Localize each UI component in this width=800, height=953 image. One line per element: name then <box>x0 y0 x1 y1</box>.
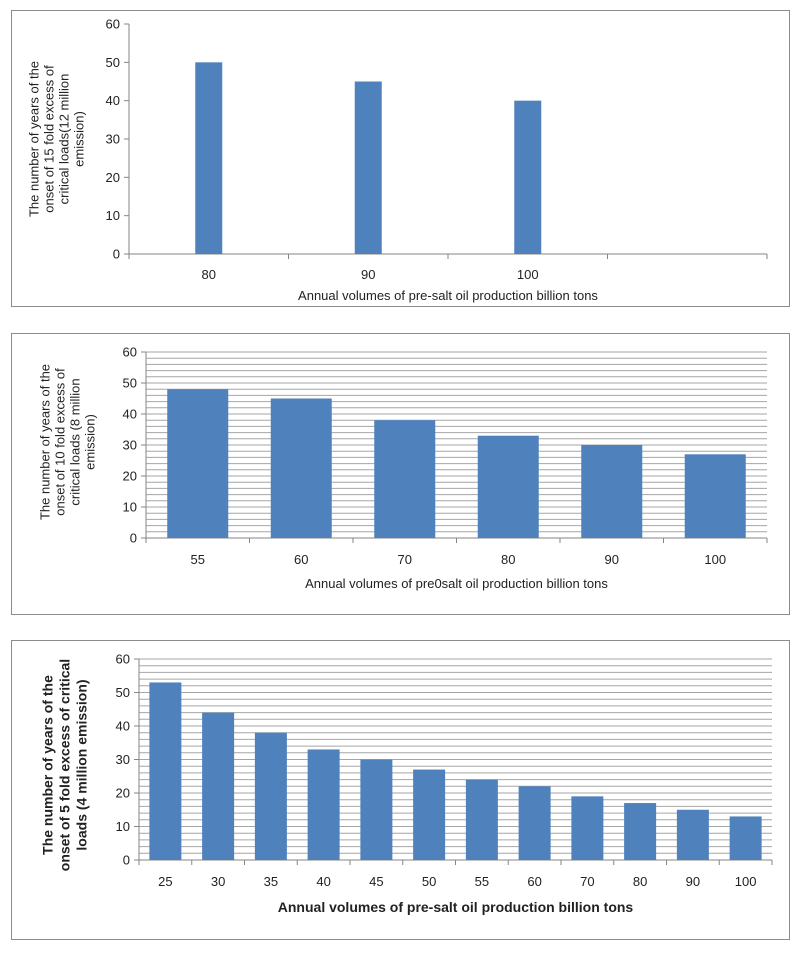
bar <box>254 732 287 860</box>
bar <box>514 100 542 255</box>
x-tick-label: 90 <box>361 267 375 282</box>
y-tick-label: 60 <box>116 652 130 667</box>
x-tick-label: 45 <box>369 874 383 889</box>
y-tick-label: 50 <box>123 376 137 391</box>
bar <box>307 749 340 860</box>
bar <box>571 796 604 860</box>
y-tick-label: 30 <box>106 132 120 147</box>
y-tick-label: 50 <box>116 685 130 700</box>
y-tick-label: 30 <box>123 438 137 453</box>
y-tick-label: 20 <box>106 170 120 185</box>
bar <box>195 62 223 255</box>
y-axis-title-line: onset of 5 fold excess of critical <box>56 659 72 871</box>
x-tick-label: 55 <box>191 552 205 567</box>
x-tick-label: 25 <box>158 874 172 889</box>
y-tick-label: 60 <box>106 17 120 32</box>
x-tick-label: 60 <box>527 874 541 889</box>
y-tick-label: 0 <box>123 853 130 868</box>
chart-panel-2: 0 10 20 30 40 50 60 55 60 70 80 90 100 Annual volumes… <box>11 333 790 615</box>
x-tick-label: 40 <box>316 874 330 889</box>
y-tick-label: 60 <box>123 345 137 360</box>
x-axis-title: Annual volumes of pre-salt oil productio… <box>278 899 634 915</box>
y-axis-title: The number of years of the onset of 5 fol… <box>39 659 89 871</box>
x-tick-label: 90 <box>686 874 700 889</box>
x-tick-label: 80 <box>633 874 647 889</box>
y-axis-title-line: The number of years of the <box>27 61 42 217</box>
x-tick-label: 55 <box>475 874 489 889</box>
x-tick-label: 30 <box>211 874 225 889</box>
bar-chart-10-fold: 0 10 20 30 40 50 60 55 60 70 80 90 100 Annual volumes… <box>38 345 768 591</box>
x-axis-title: Annual volumes of pre0salt oil productio… <box>305 576 608 591</box>
y-axis-title-line: emission) <box>83 414 98 470</box>
x-tick-label: 35 <box>264 874 278 889</box>
x-tick-label: 60 <box>294 552 308 567</box>
x-tick-label: 70 <box>580 874 594 889</box>
x-tick-label: 50 <box>422 874 436 889</box>
bar <box>167 389 229 538</box>
bar <box>202 712 235 860</box>
bar <box>729 816 762 860</box>
bar <box>149 682 182 860</box>
y-axis-title-line: critical loads(12 million <box>57 74 72 205</box>
y-axis-title-line: onset of 10 fold excess of <box>53 368 68 516</box>
y-tick-label: 50 <box>106 55 120 70</box>
x-tick-label: 100 <box>704 552 726 567</box>
y-tick-label: 10 <box>106 208 120 223</box>
bar <box>624 803 657 860</box>
y-tick-label: 20 <box>123 469 137 484</box>
x-tick-label: 80 <box>501 552 515 567</box>
bar <box>354 81 382 254</box>
x-axis-title: Annual volumes of pre-salt oil productio… <box>298 288 598 303</box>
y-axis-title: The number of years of the onset of 10 fo… <box>38 364 98 520</box>
y-axis-title-line: critical loads (8 million <box>68 378 83 505</box>
chart-panel-1: 0 10 20 30 40 50 60 80 90 100 Annual volumes of pr… <box>11 10 790 307</box>
y-axis-title-line: The number of years of the <box>39 675 55 855</box>
bar-chart-5-fold: 0 10 20 30 40 50 60 25 30 35 40 45 50 55 60 70 80 90 100 An… <box>39 652 773 915</box>
y-axis-title-line: onset of 15 fold excess of <box>42 65 57 213</box>
y-tick-label: 40 <box>106 93 120 108</box>
bar <box>374 420 436 538</box>
y-axis-title-line: The number of years of the <box>38 364 53 520</box>
bar <box>676 809 709 860</box>
x-tick-label: 90 <box>605 552 619 567</box>
y-axis-title-line: loads (4 million emission) <box>73 679 89 850</box>
x-tick-label: 80 <box>202 267 216 282</box>
y-axis-title-line: emission) <box>72 111 87 167</box>
bar <box>270 398 332 538</box>
bar <box>477 435 539 538</box>
x-tick-label: 70 <box>398 552 412 567</box>
y-tick-label: 0 <box>130 531 137 546</box>
y-tick-label: 10 <box>116 819 130 834</box>
x-tick-label: 100 <box>517 267 539 282</box>
x-tick-label: 100 <box>735 874 757 889</box>
y-tick-label: 40 <box>116 719 130 734</box>
y-tick-label: 30 <box>116 752 130 767</box>
bar <box>581 445 643 538</box>
bar <box>518 786 551 860</box>
bar-chart-15-fold: 0 10 20 30 40 50 60 80 90 100 Annual volumes of pr… <box>27 17 768 303</box>
y-tick-label: 0 <box>113 247 120 262</box>
bar <box>465 779 498 860</box>
bar <box>684 454 746 538</box>
bar <box>413 769 446 860</box>
y-tick-label: 40 <box>123 407 137 422</box>
y-axis-title: The number of years of the onset of 15 fo… <box>27 61 87 217</box>
y-tick-label: 20 <box>116 786 130 801</box>
chart-panel-3: 0 10 20 30 40 50 60 25 30 35 40 45 50 55 60 70 80 90 100 An… <box>11 640 790 940</box>
y-tick-label: 10 <box>123 500 137 515</box>
bar <box>360 759 393 860</box>
